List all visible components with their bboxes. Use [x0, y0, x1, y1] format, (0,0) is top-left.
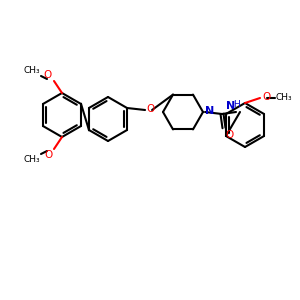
Text: CH₃: CH₃	[23, 155, 40, 164]
Text: N: N	[205, 106, 214, 116]
Text: O: O	[44, 70, 52, 80]
Text: CH₃: CH₃	[23, 66, 40, 75]
Text: N: N	[226, 101, 235, 111]
Text: O: O	[45, 150, 53, 160]
Text: O: O	[146, 104, 154, 114]
Text: O: O	[225, 130, 233, 140]
Text: CH₃: CH₃	[276, 94, 292, 103]
Text: H: H	[234, 100, 240, 109]
Text: O: O	[262, 92, 270, 102]
